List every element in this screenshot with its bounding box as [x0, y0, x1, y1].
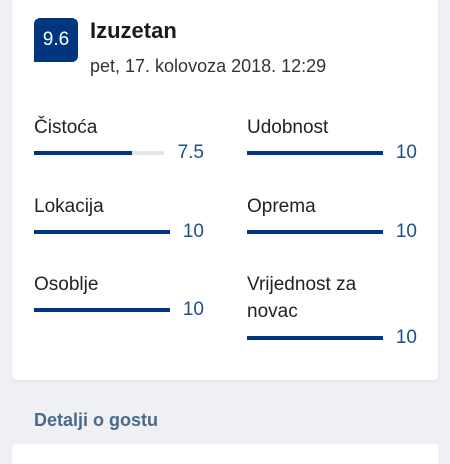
category-score: 10	[395, 221, 417, 242]
rating-bar-fill	[247, 151, 383, 155]
rating-bar-fill	[34, 230, 170, 234]
score-badge: 9.6	[34, 18, 78, 62]
rating-bar-track	[247, 336, 383, 340]
guest-details-heading[interactable]: Detalji o gostu	[34, 410, 159, 430]
review-scores-card: 9.6 Izuzetan pet, 17. kolovoza 2018. 12:…	[12, 0, 438, 380]
rating-bar-fill	[34, 151, 132, 155]
category-label: Lokacija	[34, 196, 104, 217]
rating-bar-track	[247, 230, 383, 234]
rating-bar-fill	[34, 308, 170, 312]
category-score: 7.5	[177, 142, 204, 163]
category-label: Oprema	[247, 196, 316, 217]
rating-bar-track	[34, 308, 170, 312]
rating-bar-track	[34, 230, 170, 234]
category-score: 10	[395, 142, 417, 163]
category-label: Čistoća	[34, 117, 98, 138]
category-label: Osoblje	[34, 274, 99, 295]
review-date: pet, 17. kolovoza 2018. 12:29	[90, 56, 327, 76]
guest-details-card	[12, 444, 438, 464]
rating-bar-track	[34, 151, 164, 155]
category-score: 10	[395, 327, 417, 348]
rating-bar-fill	[247, 230, 383, 234]
review-title: Izuzetan	[90, 18, 177, 43]
rating-bar-track	[247, 151, 383, 155]
category-score: 10	[182, 221, 204, 242]
category-label: Vrijednost za novac	[247, 274, 357, 322]
category-score: 10	[182, 299, 204, 320]
rating-bar-fill	[247, 336, 383, 340]
category-label: Udobnost	[247, 117, 329, 138]
